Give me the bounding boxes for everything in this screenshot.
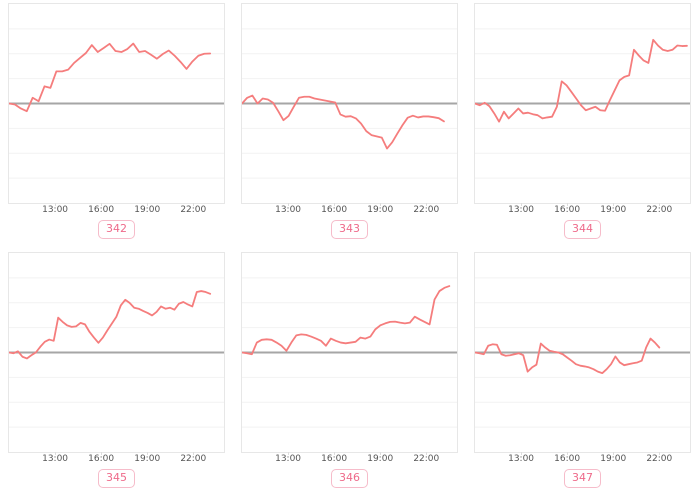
line-chart-342 (9, 28, 224, 179)
badge-row: 344 (474, 217, 691, 244)
x-tick-mark (659, 203, 661, 206)
x-tick-mark (288, 203, 290, 206)
chart-canvas (474, 3, 691, 204)
x-axis: 13:00 16:00 19:00 22:00 (241, 452, 458, 466)
x-axis: 13:00 16:00 19:00 22:00 (474, 452, 691, 466)
chart-cell-342: 13:00 16:00 19:00 22:00 342 (8, 3, 225, 244)
x-tick-label: 22:00 (646, 454, 673, 464)
series-line (9, 290, 212, 360)
x-tick-mark (101, 203, 103, 206)
x-tick-mark (613, 452, 615, 455)
x-tick-mark (659, 452, 661, 455)
x-tick-label: 13:00 (275, 454, 302, 464)
chart-number-badge-346[interactable]: 346 (331, 469, 368, 488)
x-tick-mark (521, 203, 523, 206)
x-axis: 13:00 16:00 19:00 22:00 (474, 203, 691, 217)
x-tick-label: 22:00 (646, 205, 673, 215)
badge-row: 346 (241, 466, 458, 493)
x-tick-mark (55, 452, 57, 455)
x-tick-label: 13:00 (508, 454, 535, 464)
badge-row: 345 (8, 466, 225, 493)
badge-row: 342 (8, 217, 225, 244)
x-tick-label: 16:00 (554, 454, 581, 464)
x-tick-mark (567, 203, 569, 206)
x-tick-label: 16:00 (88, 454, 115, 464)
x-tick-label: 16:00 (554, 205, 581, 215)
line-chart-346 (242, 277, 457, 428)
x-tick-mark (567, 452, 569, 455)
x-tick-mark (521, 452, 523, 455)
x-axis: 13:00 16:00 19:00 22:00 (8, 203, 225, 217)
chart-cell-344: 13:00 16:00 19:00 22:00 344 (474, 3, 691, 244)
line-chart-343 (242, 28, 457, 179)
line-chart-347 (475, 277, 690, 428)
x-tick-label: 13:00 (508, 205, 535, 215)
chart-number-badge-344[interactable]: 344 (564, 220, 601, 239)
x-tick-mark (334, 452, 336, 455)
x-tick-label: 16:00 (321, 454, 348, 464)
series-line (9, 42, 212, 113)
x-tick-mark (147, 452, 149, 455)
x-tick-mark (426, 452, 428, 455)
x-tick-label: 22:00 (413, 454, 440, 464)
x-tick-label: 19:00 (134, 205, 161, 215)
x-tick-label: 19:00 (134, 454, 161, 464)
chart-canvas (474, 252, 691, 453)
x-axis: 13:00 16:00 19:00 22:00 (241, 203, 458, 217)
line-chart-345 (9, 277, 224, 428)
chart-canvas (8, 252, 225, 453)
x-tick-label: 16:00 (321, 205, 348, 215)
x-tick-mark (288, 452, 290, 455)
line-chart-344 (475, 28, 690, 179)
series-line (242, 94, 445, 150)
chart-number-badge-347[interactable]: 347 (564, 469, 601, 488)
x-tick-mark (55, 203, 57, 206)
x-tick-label: 19:00 (600, 205, 627, 215)
x-tick-mark (426, 203, 428, 206)
x-tick-mark (334, 203, 336, 206)
chart-canvas (241, 3, 458, 204)
chart-cell-345: 13:00 16:00 19:00 22:00 345 (8, 252, 225, 493)
x-tick-label: 13:00 (42, 454, 69, 464)
x-tick-label: 22:00 (180, 205, 207, 215)
x-tick-mark (613, 203, 615, 206)
x-axis: 13:00 16:00 19:00 22:00 (8, 452, 225, 466)
x-tick-label: 13:00 (42, 205, 69, 215)
chart-canvas (241, 252, 458, 453)
x-tick-mark (380, 452, 382, 455)
x-tick-label: 16:00 (88, 205, 115, 215)
x-tick-label: 19:00 (367, 205, 394, 215)
x-tick-label: 13:00 (275, 205, 302, 215)
chart-cell-343: 13:00 16:00 19:00 22:00 343 (241, 3, 458, 244)
chart-number-badge-345[interactable]: 345 (98, 469, 135, 488)
x-tick-label: 19:00 (600, 454, 627, 464)
x-tick-label: 22:00 (413, 205, 440, 215)
chart-cell-347: 13:00 16:00 19:00 22:00 347 (474, 252, 691, 493)
x-tick-mark (101, 452, 103, 455)
chart-number-badge-342[interactable]: 342 (98, 220, 135, 239)
x-tick-mark (380, 203, 382, 206)
chart-number-badge-343[interactable]: 343 (331, 220, 368, 239)
series-line (242, 285, 451, 356)
series-line (475, 38, 688, 123)
badge-row: 347 (474, 466, 691, 493)
x-tick-label: 22:00 (180, 454, 207, 464)
x-tick-mark (193, 452, 195, 455)
x-tick-label: 19:00 (367, 454, 394, 464)
x-tick-mark (193, 203, 195, 206)
x-tick-mark (147, 203, 149, 206)
badge-row: 343 (241, 217, 458, 244)
series-line (475, 337, 661, 375)
chart-canvas (8, 3, 225, 204)
chart-cell-346: 13:00 16:00 19:00 22:00 346 (241, 252, 458, 493)
